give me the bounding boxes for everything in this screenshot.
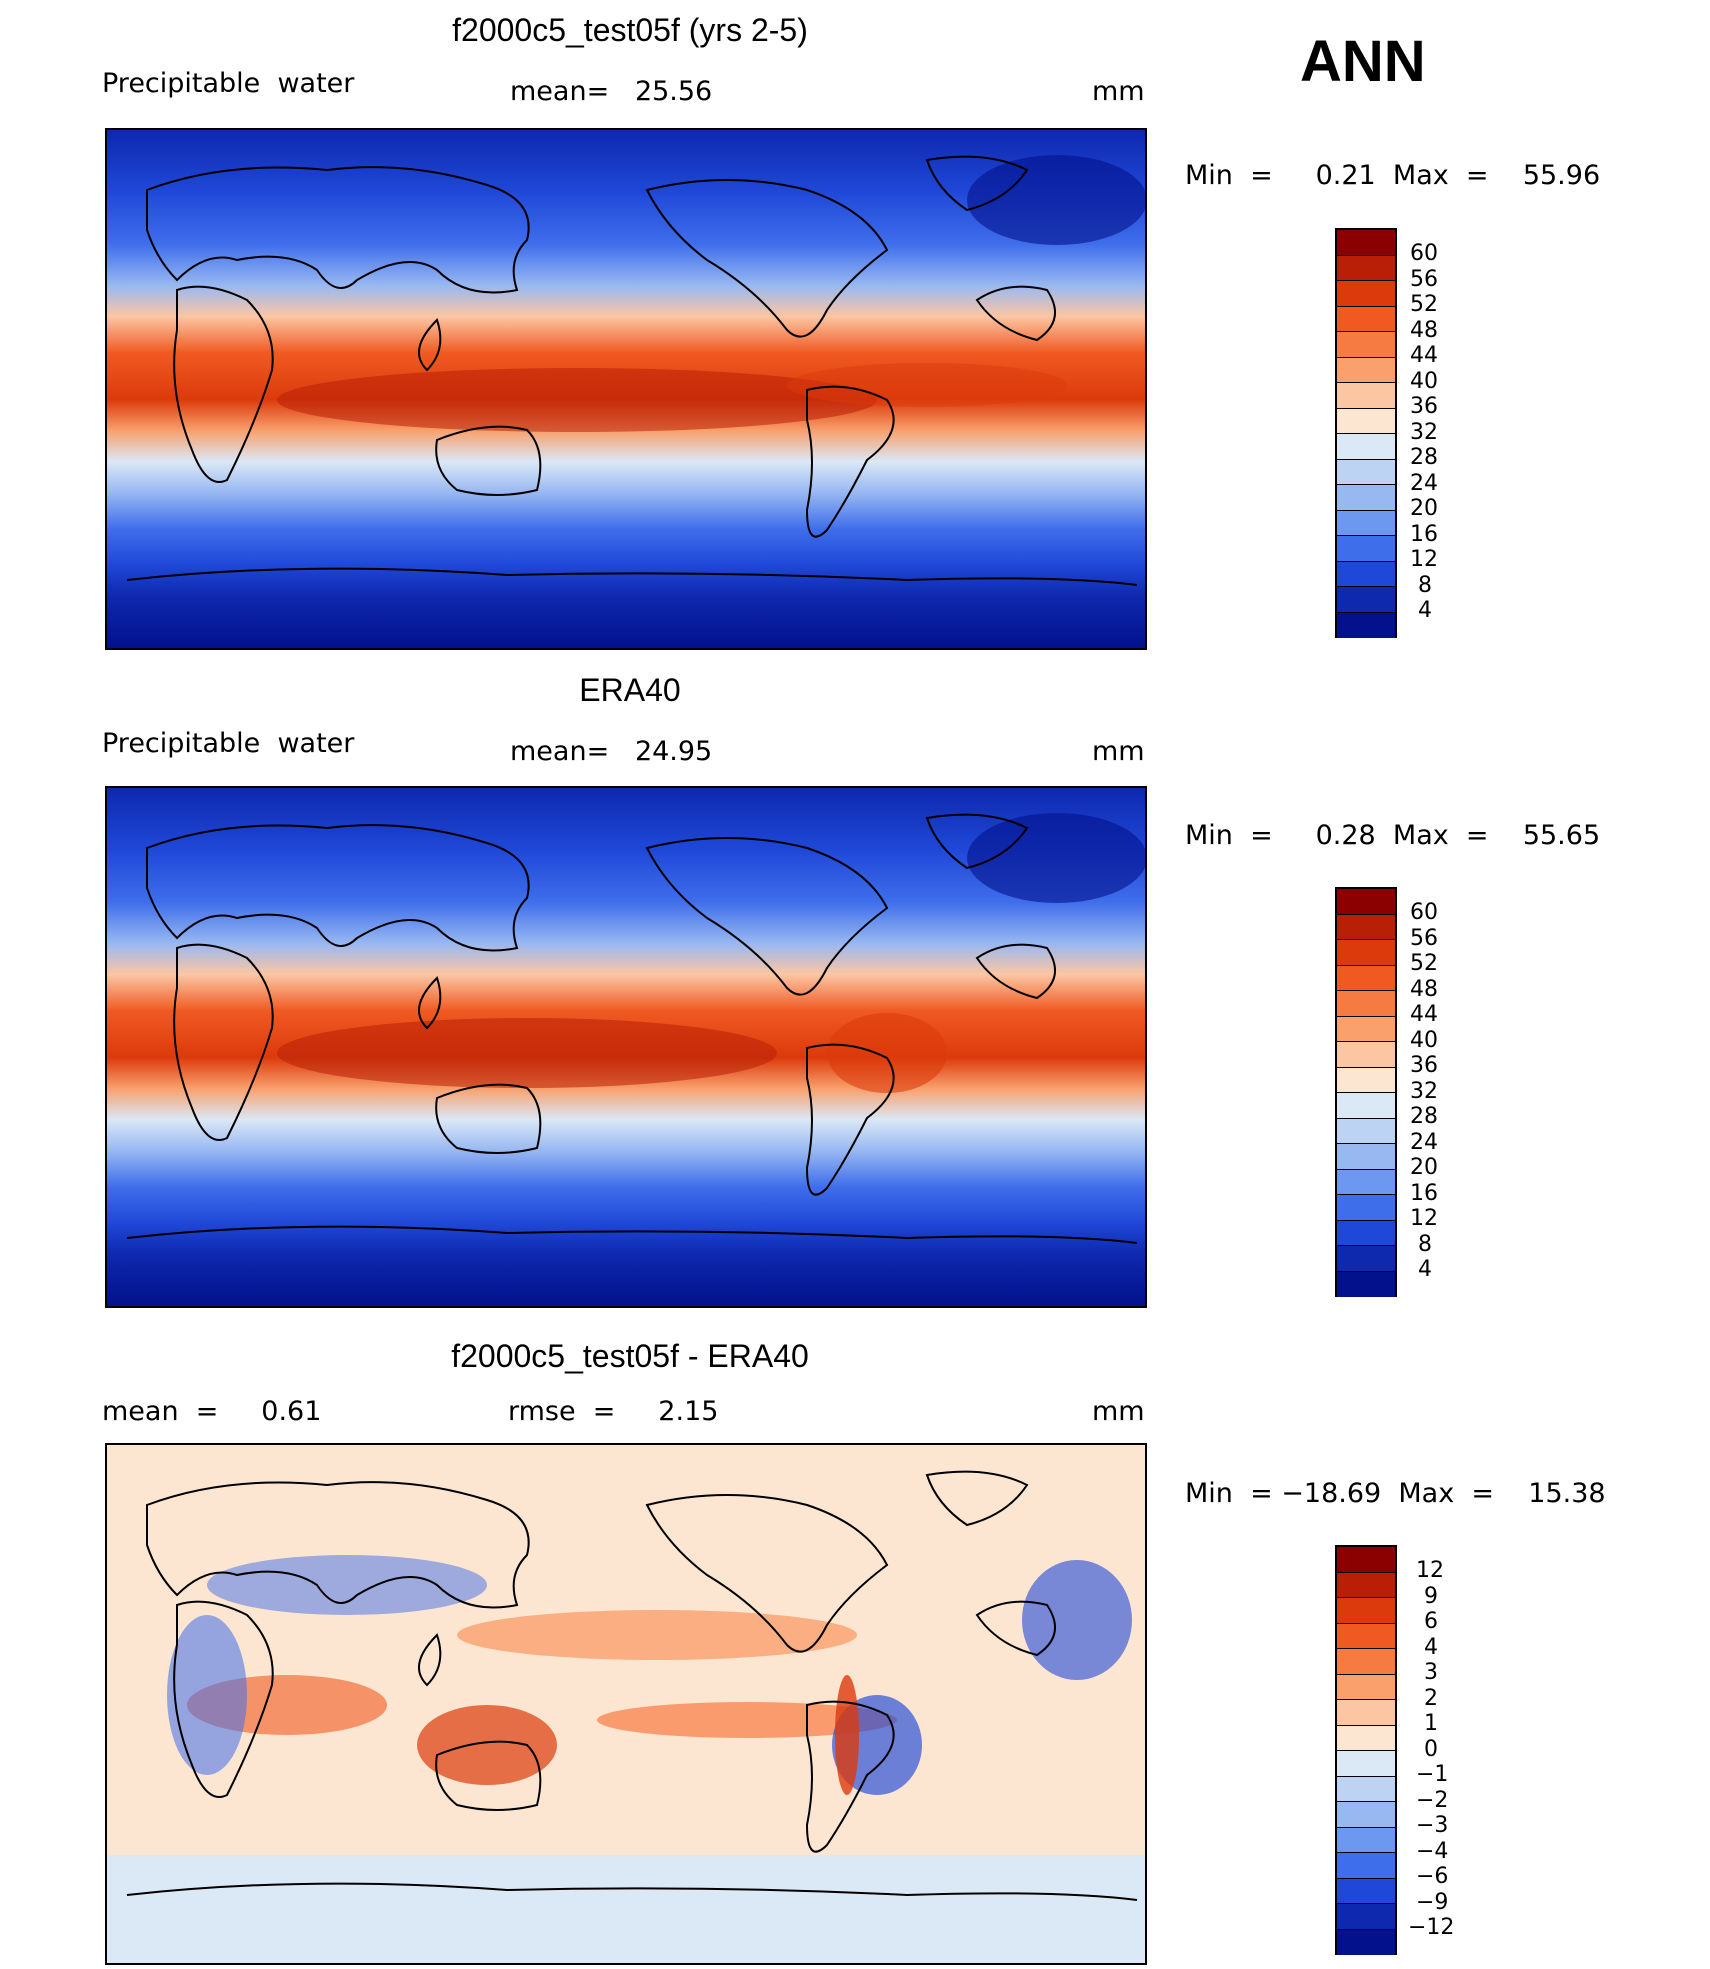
colorbar-tick-label: 20 <box>1410 1155 1438 1180</box>
colorbar-tick-label: −6 <box>1416 1864 1449 1889</box>
panel-1-mean-label: mean= 25.56 <box>510 76 713 107</box>
colorbar-tick-label: 16 <box>1410 522 1438 547</box>
colorbar-tick-label: 20 <box>1410 496 1438 521</box>
colorbar-tick-label: 6 <box>1424 1609 1438 1634</box>
colorbar-tick-label: 12 <box>1410 547 1438 572</box>
colorbar-tick-label: 4 <box>1424 1635 1438 1660</box>
panel-3-map <box>105 1443 1147 1965</box>
colorbar-tick-label: 56 <box>1410 926 1438 951</box>
colorbar-tick-label: 28 <box>1410 1104 1438 1129</box>
panel-1-colorbar <box>1335 228 1397 638</box>
colorbar-tick-label: −2 <box>1416 1788 1449 1813</box>
colorbar-tick-label: 32 <box>1410 1079 1438 1104</box>
colorbar-tick-label: 48 <box>1410 318 1438 343</box>
colorbar-tick-label: 9 <box>1424 1584 1438 1609</box>
colorbar-tick-label: 40 <box>1410 369 1438 394</box>
colorbar-tick-label: 52 <box>1410 951 1438 976</box>
panel-3-rmse-label: rmse = 2.15 <box>508 1396 719 1427</box>
panel-2-units: mm <box>1092 736 1145 767</box>
colorbar-tick-label: 4 <box>1418 598 1432 623</box>
colorbar-tick-label: 44 <box>1410 343 1438 368</box>
colorbar-tick-label: 52 <box>1410 292 1438 317</box>
panel-1-units: mm <box>1092 76 1145 107</box>
colorbar-tick-label: −4 <box>1416 1839 1449 1864</box>
colorbar-tick-label: 56 <box>1410 267 1438 292</box>
colorbar-tick-label: −1 <box>1416 1762 1449 1787</box>
panel-1-variable-label: Precipitable water <box>102 68 355 99</box>
colorbar-tick-label: 4 <box>1418 1257 1432 1282</box>
panel-2-map <box>105 786 1147 1308</box>
season-label: ANN <box>1300 29 1426 94</box>
panel-2-colorbar <box>1335 887 1397 1297</box>
colorbar-tick-label: 48 <box>1410 977 1438 1002</box>
panel-2-title: ERA40 <box>579 672 681 708</box>
panel-3-colorbar <box>1335 1545 1397 1955</box>
colorbar-tick-label: −12 <box>1408 1915 1455 1940</box>
colorbar-tick-label: 32 <box>1410 420 1438 445</box>
colorbar-tick-label: 8 <box>1418 1232 1432 1257</box>
colorbar-tick-label: 44 <box>1410 1002 1438 1027</box>
colorbar-tick-label: 8 <box>1418 573 1432 598</box>
coastlines <box>126 1470 1138 1901</box>
coastlines <box>126 813 1138 1244</box>
colorbar-tick-label: 12 <box>1416 1558 1444 1583</box>
colorbar-tick-label: 24 <box>1410 1130 1438 1155</box>
coastlines <box>126 155 1138 586</box>
colorbar-tick-label: 40 <box>1410 1028 1438 1053</box>
panel-2-mean-label: mean= 24.95 <box>510 736 713 767</box>
colorbar-tick-label: 28 <box>1410 445 1438 470</box>
colorbar-tick-label: 1 <box>1424 1711 1438 1736</box>
colorbar-tick-label: −3 <box>1416 1813 1449 1838</box>
colorbar-tick-label: −9 <box>1416 1890 1449 1915</box>
colorbar-tick-label: 60 <box>1410 900 1438 925</box>
colorbar-tick-label: 3 <box>1424 1660 1438 1685</box>
panel-2-variable-label: Precipitable water <box>102 728 355 759</box>
colorbar-tick-label: 36 <box>1410 394 1438 419</box>
panel-3-title: f2000c5_test05f - ERA40 <box>451 1338 809 1374</box>
panel-1-map <box>105 128 1147 650</box>
panel-1-minmax: Min = 0.21 Max = 55.96 <box>1185 160 1601 191</box>
colorbar-tick-label: 60 <box>1410 241 1438 266</box>
colorbar-tick-label: 12 <box>1410 1206 1438 1231</box>
panel-2-minmax: Min = 0.28 Max = 55.65 <box>1185 820 1601 851</box>
panel-3-units: mm <box>1092 1396 1145 1427</box>
colorbar-tick-label: 0 <box>1424 1737 1438 1762</box>
colorbar-tick-label: 2 <box>1424 1686 1438 1711</box>
colorbar-tick-label: 16 <box>1410 1181 1438 1206</box>
panel-3-mean-label: mean = 0.61 <box>102 1396 322 1427</box>
colorbar-tick-label: 36 <box>1410 1053 1438 1078</box>
panel-3-minmax: Min = −18.69 Max = 15.38 <box>1185 1478 1606 1509</box>
colorbar-tick-label: 24 <box>1410 471 1438 496</box>
panel-1-title: f2000c5_test05f (yrs 2-5) <box>452 12 808 48</box>
